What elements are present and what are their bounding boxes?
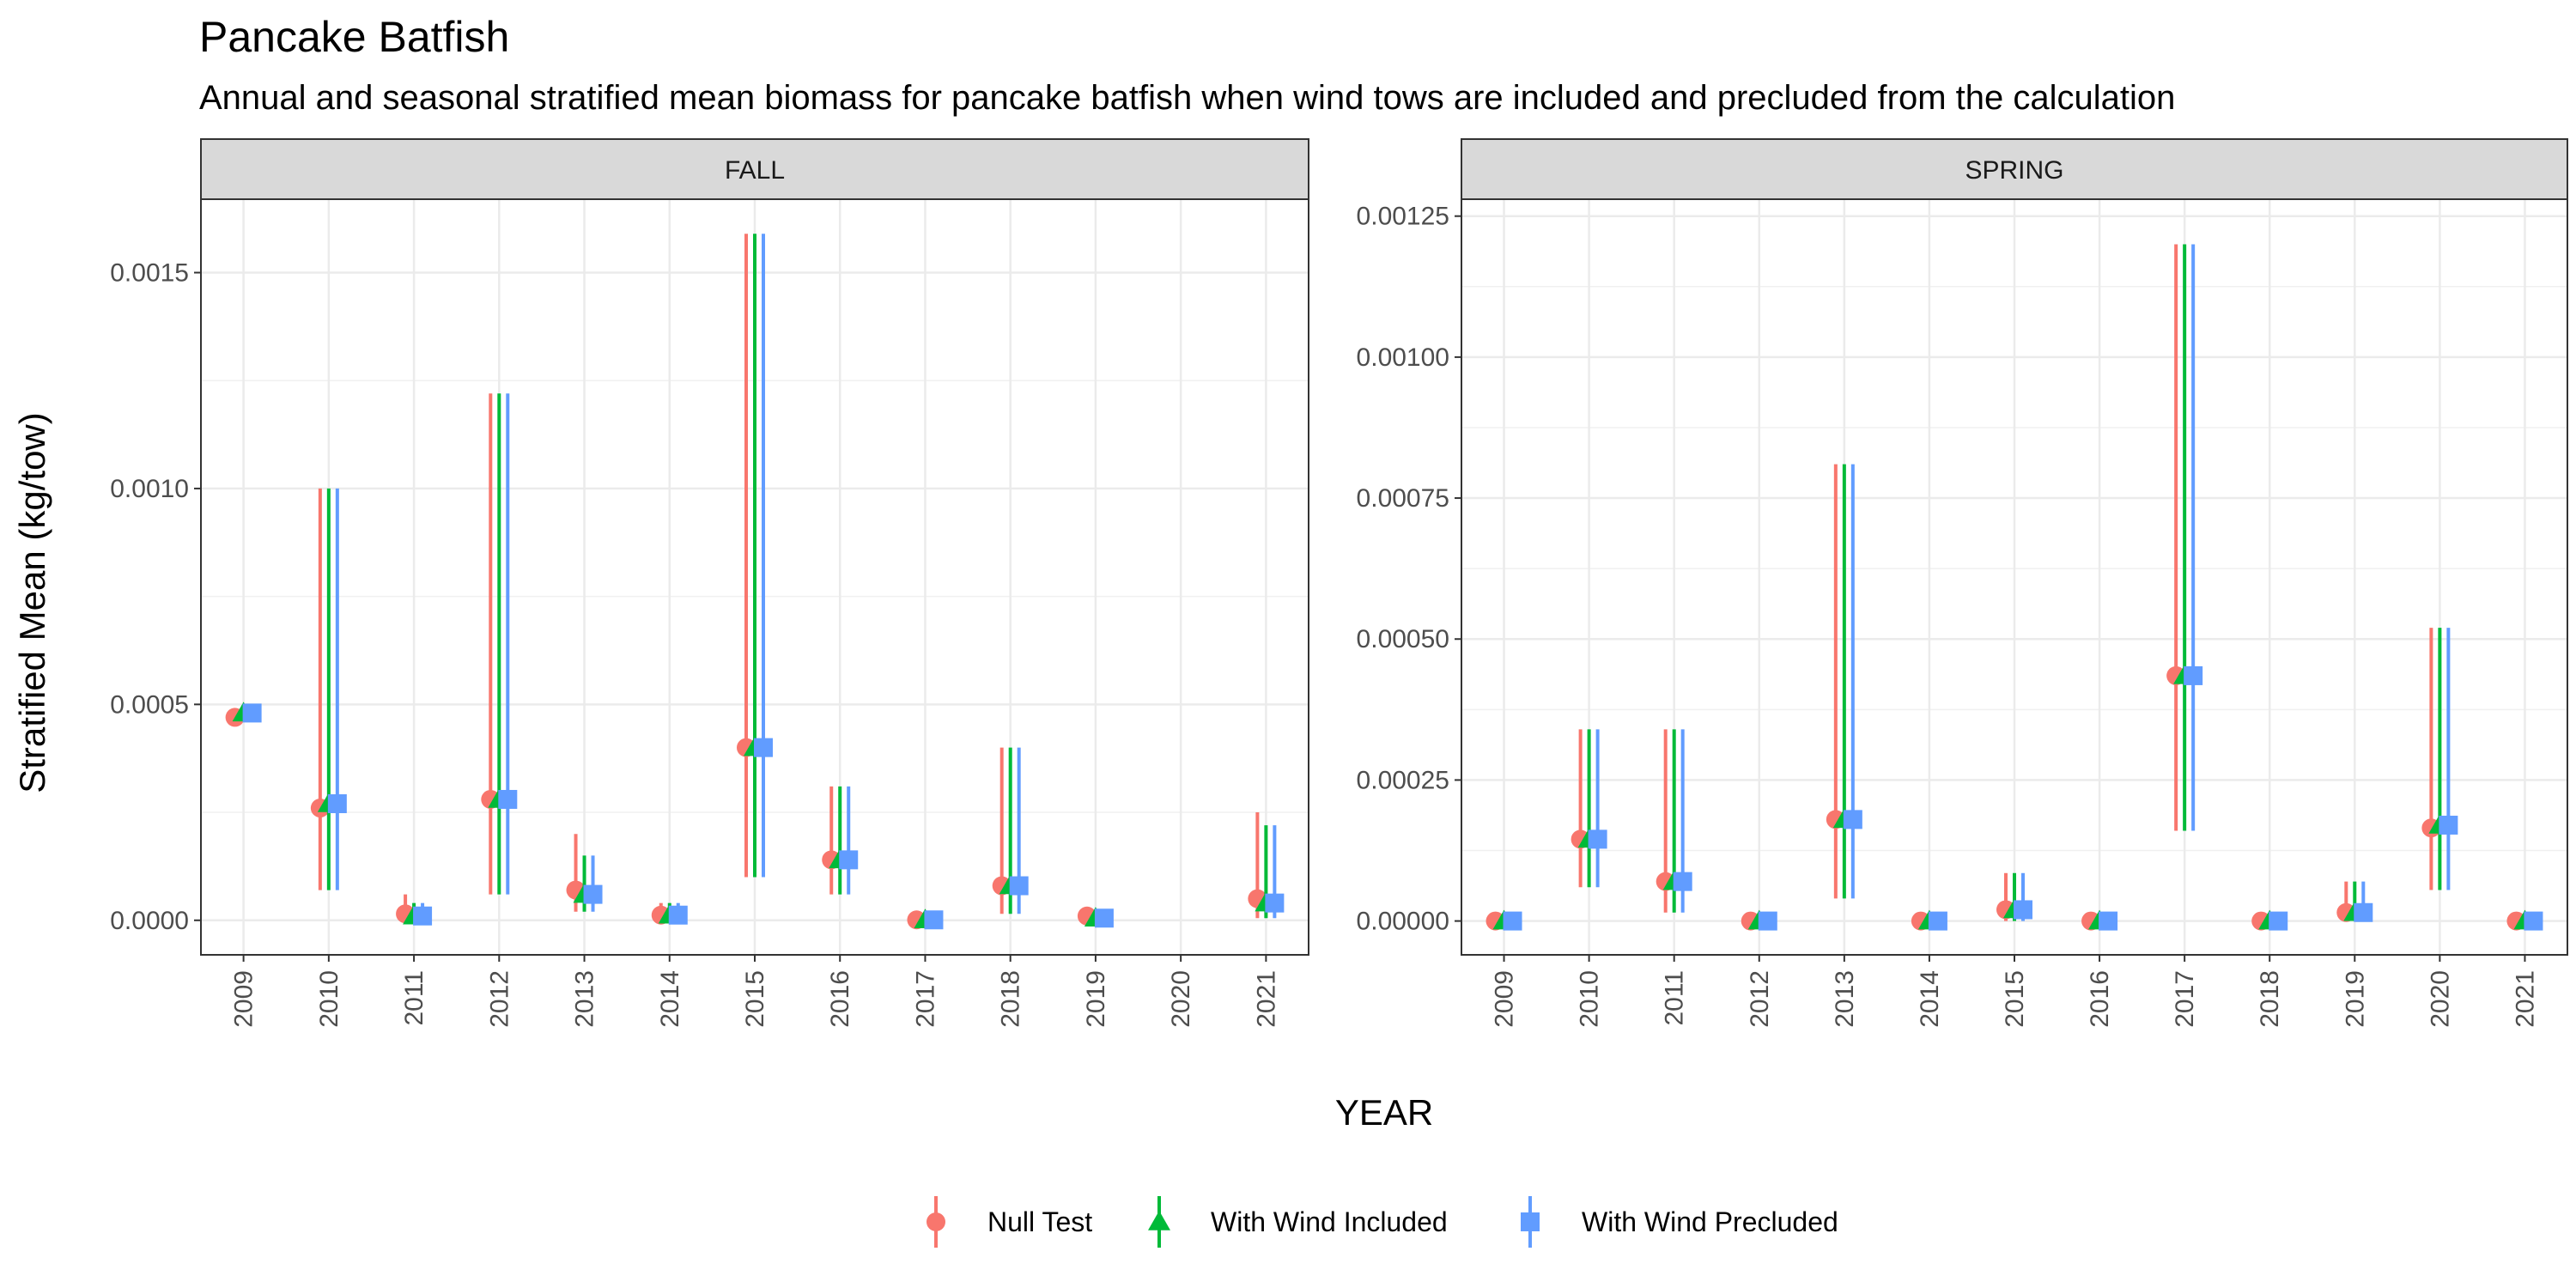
data-point (2524, 911, 2543, 931)
x-tick-label: 2016 (826, 970, 854, 1028)
facet-strip-label: FALL (725, 156, 785, 185)
x-axis-title: YEAR (1335, 1092, 1433, 1133)
x-tick-label: 2014 (656, 970, 684, 1028)
data-point (2014, 900, 2032, 920)
legend-label: With Wind Included (1211, 1206, 1448, 1237)
data-point (2269, 911, 2288, 931)
data-point (668, 905, 688, 925)
data-point (498, 789, 518, 809)
data-point (2099, 911, 2118, 931)
facet-strip (200, 138, 1309, 200)
data-point (1758, 911, 1777, 931)
legend-item-with-wind-precluded: With Wind Precluded (1521, 1196, 1838, 1248)
series-with-wind-precluded (242, 234, 1285, 930)
data-point (1673, 872, 1692, 891)
x-tick-label: 2013 (1831, 970, 1859, 1028)
y-tick-label: 0.00075 (1357, 484, 1449, 513)
data-point (1843, 810, 1862, 829)
data-point (839, 850, 859, 870)
data-point (754, 738, 773, 757)
x-tick-label: 2021 (2511, 970, 2539, 1028)
x-tick-label: 2018 (997, 970, 1025, 1028)
x-tick-label: 2011 (400, 970, 428, 1026)
data-point (327, 794, 347, 813)
x-tick-label: 2019 (2341, 970, 2369, 1028)
x-tick-label: 2009 (230, 970, 258, 1028)
y-tick-label: 0.0015 (110, 258, 189, 287)
legend-item-with-wind-included: With Wind Included (1148, 1196, 1448, 1248)
legend-key-marker (927, 1212, 945, 1231)
data-point (2184, 665, 2203, 685)
legend-item-null-test: Null Test (927, 1196, 1092, 1248)
data-point (1094, 908, 1114, 928)
x-tick-label: 2016 (2086, 970, 2114, 1028)
panel-border (1461, 198, 2568, 956)
x-tick-label: 2020 (2426, 970, 2454, 1028)
x-tick-label: 2019 (1082, 970, 1110, 1028)
x-tick-label: 2018 (2256, 970, 2284, 1028)
x-tick-label: 2013 (571, 970, 599, 1028)
facet-spring: SPRING 0.00000 0.00025 0.00050 0.00075 0.0010… (1357, 138, 2568, 1028)
x-tick-label: 2020 (1167, 970, 1195, 1028)
y-tick-label: 0.0005 (110, 690, 189, 719)
data-point (924, 910, 944, 930)
legend-label: Null Test (987, 1206, 1092, 1237)
chart-title: Pancake Batfish (199, 13, 509, 61)
y-tick-label: 0.0000 (110, 907, 189, 935)
chart-subtitle: Annual and seasonal stratified mean biom… (199, 79, 2175, 117)
legend-key-marker (1148, 1211, 1170, 1230)
data-point (1265, 893, 1285, 913)
x-tick-label: 2015 (741, 970, 769, 1028)
series-with-wind-precluded (1503, 244, 2543, 931)
data-point (1928, 911, 1947, 931)
y-tick-label: 0.00125 (1357, 203, 1449, 231)
facet-fall: FALL 0.0000 0.0005 0.0010 0.0015 2009 2010 2011… (110, 138, 1309, 1028)
facets: FALL 0.0000 0.0005 0.0010 0.0015 2009 2010 2011… (110, 138, 2568, 1028)
data-point (242, 703, 262, 723)
facet-strip-label: SPRING (1965, 156, 2063, 185)
x-tick-label: 2014 (1916, 970, 1944, 1028)
x-tick-label: 2010 (315, 970, 343, 1028)
data-point (1503, 911, 1522, 931)
legend-key-marker (1521, 1212, 1540, 1231)
data-point (413, 906, 433, 926)
data-point (1009, 876, 1029, 896)
facet-strip (1461, 138, 2568, 200)
y-tick-label: 0.00100 (1357, 343, 1449, 372)
y-tick-label: 0.00000 (1357, 908, 1449, 936)
y-tick-label: 0.0010 (110, 475, 189, 503)
y-tick-label: 0.00050 (1357, 625, 1449, 653)
data-point (2354, 902, 2373, 922)
y-tick-label: 0.00025 (1357, 766, 1449, 794)
y-axis-title: Stratified Mean (kg/tow) (12, 412, 52, 793)
x-tick-label: 2021 (1252, 970, 1280, 1028)
x-tick-label: 2010 (1576, 970, 1604, 1028)
x-tick-label: 2012 (485, 970, 513, 1028)
data-point (1588, 829, 1607, 849)
panel-border (200, 198, 1309, 956)
data-point (583, 884, 603, 904)
x-tick-label: 2009 (1491, 970, 1519, 1028)
x-tick-label: 2012 (1746, 970, 1774, 1028)
data-point (2439, 815, 2458, 835)
x-tick-label: 2017 (911, 970, 939, 1028)
legend: Null Test With Wind Included With Wind Pre… (927, 1196, 1838, 1248)
x-tick-label: 2017 (2171, 970, 2199, 1028)
legend-label: With Wind Precluded (1582, 1206, 1838, 1237)
x-tick-label: 2011 (1661, 970, 1689, 1026)
x-tick-label: 2015 (2001, 970, 2029, 1028)
